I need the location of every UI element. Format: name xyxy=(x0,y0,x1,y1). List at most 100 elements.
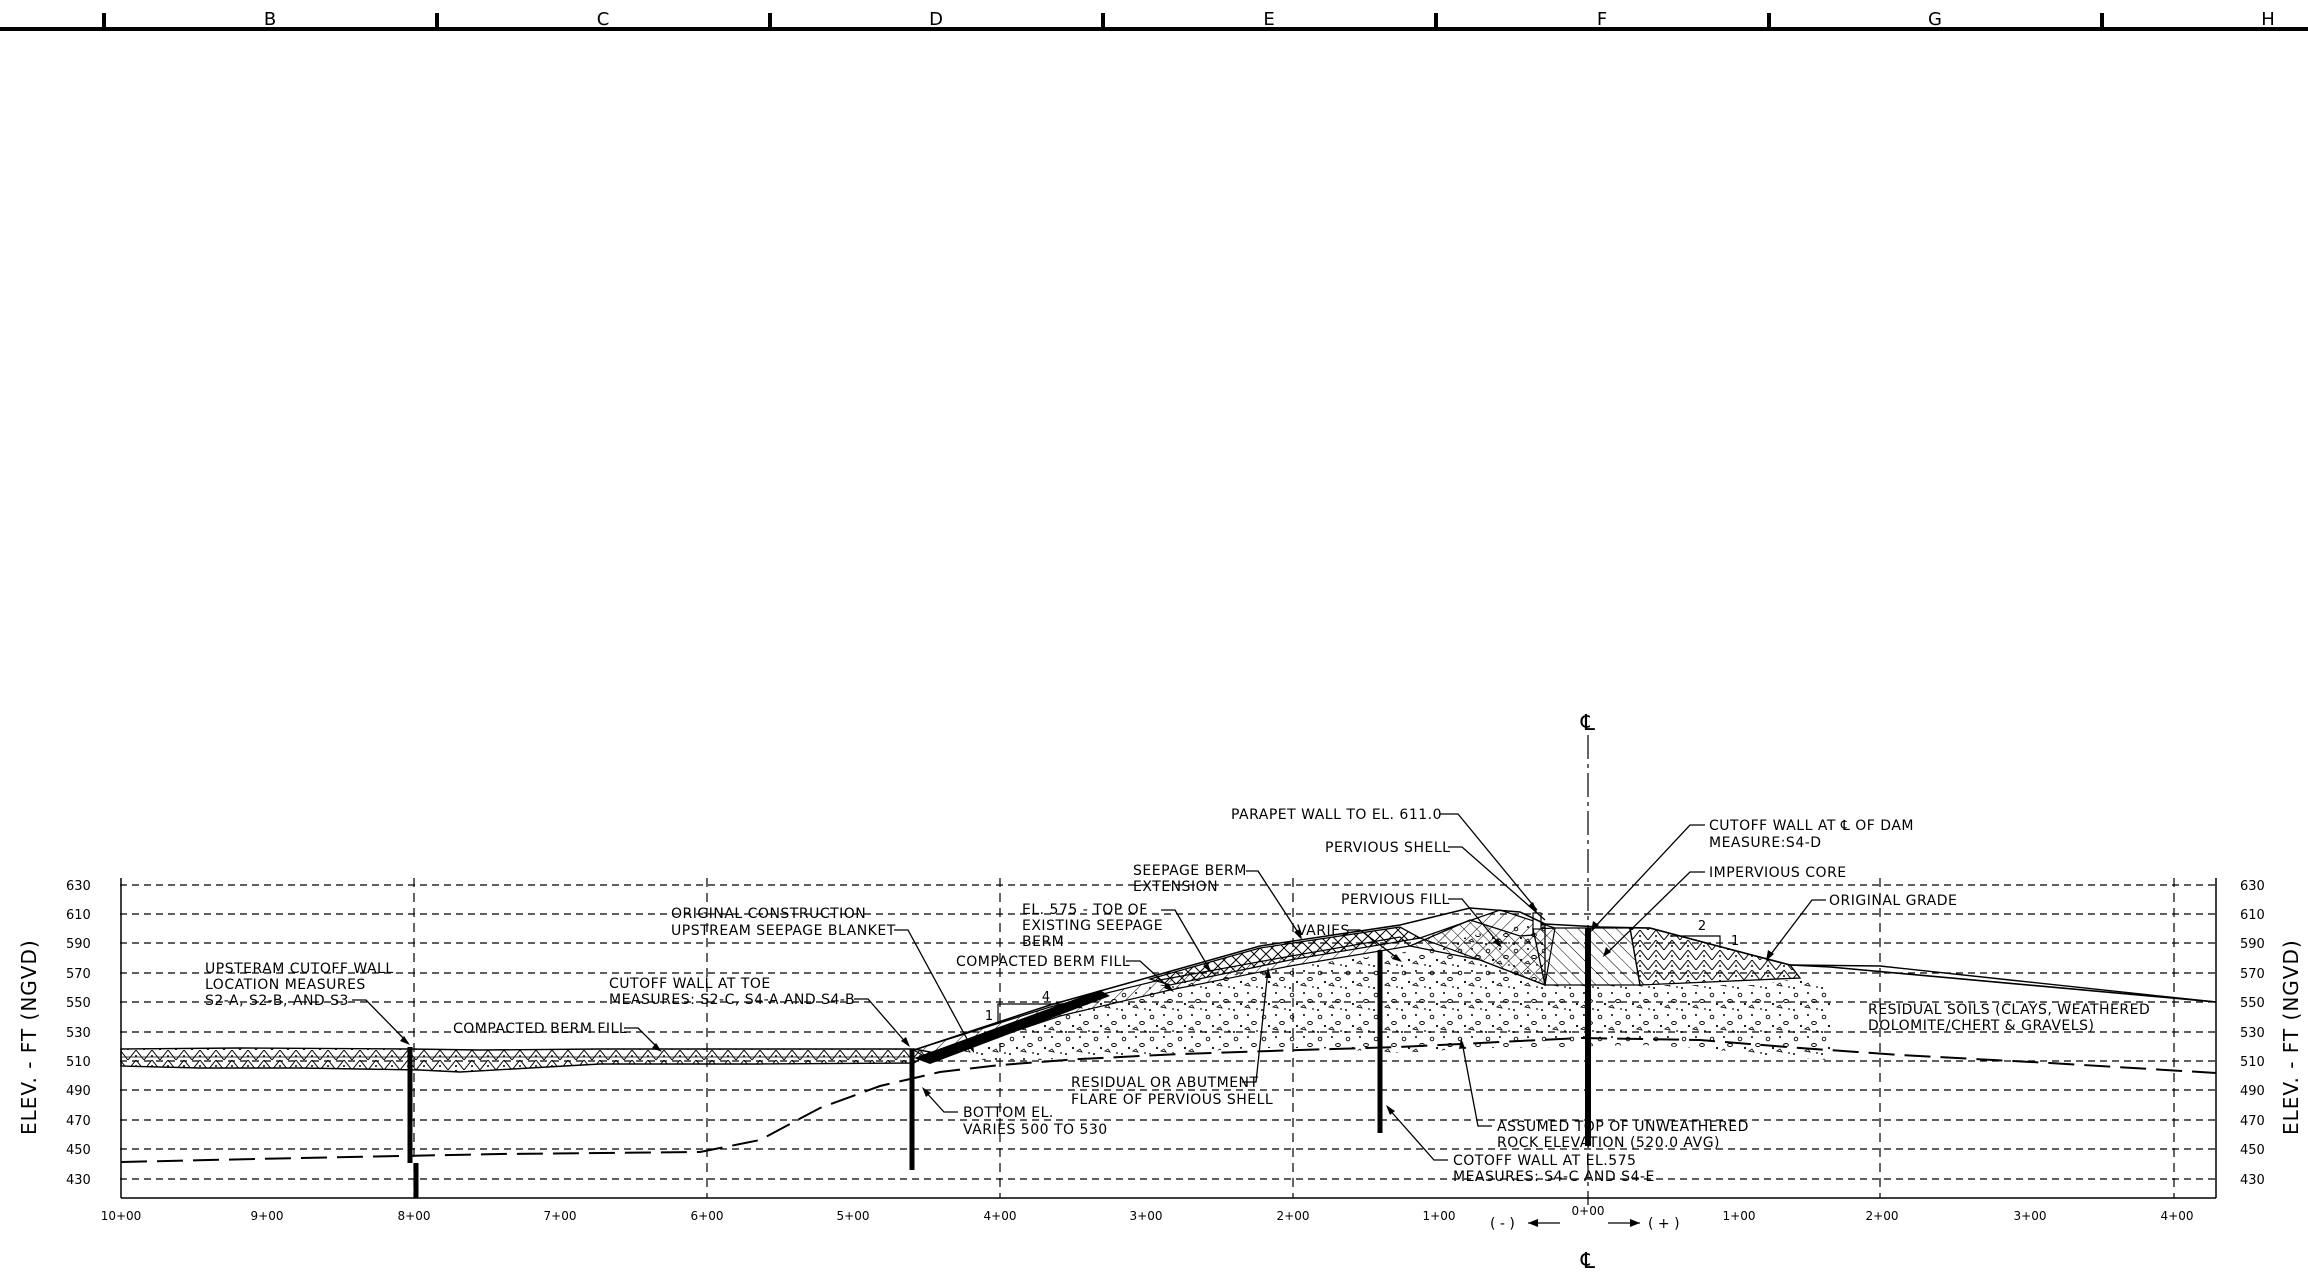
label-seepage-berm-extension-line2: EXTENSION xyxy=(1133,879,1218,895)
y-tick-label: 610 xyxy=(2240,908,2265,923)
label-original-grade: ORIGINAL GRADE xyxy=(1829,893,1957,909)
y-tick-label: 550 xyxy=(66,996,91,1011)
y-tick-label: 510 xyxy=(66,1055,91,1070)
label-original-construction-line1: ORIGINAL CONSTRUCTION xyxy=(671,906,866,922)
label-residual-flare-line2: FLARE OF PERVIOUS SHELL xyxy=(1071,1092,1273,1108)
y-tick-label: 470 xyxy=(66,1114,91,1129)
zone-letter-c: C xyxy=(597,9,610,30)
label-parapet-wall: PARAPET WALL TO EL. 611.0 xyxy=(1231,807,1442,823)
label-assumed-rock-line2: ROCK ELEVATION (520.0 AVG) xyxy=(1497,1135,1720,1151)
x-tick-label: 7+00 xyxy=(544,1209,577,1223)
y-tick-label: 450 xyxy=(66,1143,91,1158)
x-tick-label: 2+00 xyxy=(1866,1209,1899,1223)
label-el575-line3: BERM xyxy=(1022,934,1064,950)
zone-ticks xyxy=(102,13,2104,29)
top-of-rock-line xyxy=(120,1036,2217,1163)
label-compacted-berm-fill-lower: COMPACTED BERM FILL xyxy=(453,1021,627,1037)
label-assumed-rock-line1: ASSUMED TOP OF UNWEATHERED xyxy=(1497,1119,1749,1135)
pervious-shell-body xyxy=(940,924,1830,1060)
zone-letter-g: G xyxy=(1928,9,1942,30)
x-tick-label: 0+00 xyxy=(1572,1204,1605,1218)
y-tick-label: 510 xyxy=(2240,1055,2265,1070)
label-pervious-fill: PERVIOUS FILL xyxy=(1341,892,1450,908)
cutoff-walls xyxy=(407,928,1591,1198)
x-tick-label: 4+00 xyxy=(2161,1209,2194,1223)
y-tick-label: 430 xyxy=(2240,1173,2265,1188)
upstream-seepage-blanket xyxy=(120,1047,932,1073)
zone-letter-d: D xyxy=(929,9,943,30)
label-upstream-cutoff-wall-line2: LOCATION MEASURES xyxy=(205,977,366,993)
zone-letter-b: B xyxy=(264,9,276,30)
y-tick-label: 630 xyxy=(2240,879,2265,894)
label-el575-line1: EL. 575 - TOP OF xyxy=(1022,902,1148,918)
upstream-slope-indicator: 4 1 xyxy=(985,990,1088,1024)
label-residual-soils-line1: RESIDUAL SOILS (CLAYS, WEATHERED xyxy=(1868,1002,2150,1018)
downstream-slope-run: 2 xyxy=(1698,919,1706,934)
y-axis-title-right: ELEV. - FT (NGVD) xyxy=(2279,939,2303,1135)
label-impervious-core: IMPERVIOUS CORE xyxy=(1709,865,1847,881)
y-tick-labels-right: 630 610 590 570 550 530 510 490 470 450 … xyxy=(2240,879,2265,1188)
x-tick-label: 1+00 xyxy=(1423,1209,1456,1223)
label-pervious-shell: PERVIOUS SHELL xyxy=(1325,840,1450,856)
upstream-slope-run: 4 xyxy=(1042,990,1050,1005)
x-tick-label: 3+00 xyxy=(2014,1209,2047,1223)
y-tick-label: 530 xyxy=(2240,1026,2265,1041)
y-tick-label: 490 xyxy=(2240,1084,2265,1099)
y-tick-label: 550 xyxy=(2240,996,2265,1011)
zone-letter-f: F xyxy=(1597,9,1607,30)
zone-strip: B C D E F G H xyxy=(0,9,2308,31)
station-grid xyxy=(413,878,2175,1198)
y-tick-label: 590 xyxy=(2240,937,2265,952)
callouts: PARAPET WALL TO EL. 611.0 PERVIOUS SHELL… xyxy=(205,807,2150,1185)
y-tick-label: 530 xyxy=(66,1026,91,1041)
y-tick-label: 630 xyxy=(66,879,91,894)
label-upstream-cutoff-wall-line1: UPSTERAM CUTOFF WALL xyxy=(205,961,394,977)
direction-plus-label: ( + ) xyxy=(1648,1216,1680,1232)
direction-indicator: ( - ) ( + ) xyxy=(1490,1216,1680,1232)
label-cutoff-wall-575-line1: COTOFF WALL AT EL.575 xyxy=(1453,1153,1636,1169)
x-tick-label: 4+00 xyxy=(984,1209,1017,1223)
section-frame xyxy=(120,878,2217,1199)
y-axis-title-left: ELEV. - FT (NGVD) xyxy=(17,939,41,1135)
label-residual-flare-line1: RESIDUAL OR ABUTMENT xyxy=(1071,1075,1259,1091)
y-tick-label: 570 xyxy=(2240,967,2265,982)
label-upstream-cutoff-wall-line3: S2-A, S2-B, AND S3 xyxy=(205,993,349,1009)
x-tick-label: 3+00 xyxy=(1130,1209,1163,1223)
label-compacted-berm-fill-upper: COMPACTED BERM FILL xyxy=(956,954,1130,970)
y-tick-label: 590 xyxy=(66,937,91,952)
centerline-symbol-bottom: ℄ xyxy=(1580,1249,1596,1274)
label-original-construction-line2: UPSTREAM SEEPAGE BLANKET xyxy=(671,923,896,939)
label-bottom-el-line1: BOTTOM EL. xyxy=(963,1105,1054,1121)
y-tick-label: 470 xyxy=(2240,1114,2265,1129)
y-tick-label: 450 xyxy=(2240,1143,2265,1158)
x-tick-labels: 10+00 9+00 8+00 7+00 6+00 5+00 4+00 3+00… xyxy=(101,1204,2194,1223)
label-cutoff-wall-575-line2: MEASURES: S4-C AND S4-E xyxy=(1453,1169,1655,1185)
label-cutoff-wall-toe-line1: CUTOFF WALL AT TOE xyxy=(609,976,771,992)
zone-letter-e: E xyxy=(1263,9,1274,30)
downstream-slope-indicator: 2 1 xyxy=(1670,919,1739,949)
x-tick-label: 5+00 xyxy=(837,1209,870,1223)
label-seepage-berm-extension-line1: SEEPAGE BERM xyxy=(1133,863,1247,879)
x-tick-label: 9+00 xyxy=(251,1209,284,1223)
x-tick-label: 6+00 xyxy=(691,1209,724,1223)
label-cutoff-wall-cl-line2: MEASURE:S4-D xyxy=(1709,835,1822,851)
zone-letter-h: H xyxy=(2261,9,2275,30)
y-tick-label: 490 xyxy=(66,1084,91,1099)
y-tick-label: 430 xyxy=(66,1173,91,1188)
direction-minus-label: ( - ) xyxy=(1490,1216,1515,1232)
label-cutoff-wall-cl-line1: CUTOFF WALL AT ℄ OF DAM xyxy=(1709,818,1914,834)
embankment-outline xyxy=(913,907,2217,1051)
x-tick-label: 1+00 xyxy=(1723,1209,1756,1223)
label-varies: VARIES xyxy=(1297,923,1350,939)
x-tick-label: 8+00 xyxy=(398,1209,431,1223)
x-tick-label: 10+00 xyxy=(101,1209,142,1223)
y-tick-label: 570 xyxy=(66,967,91,982)
y-tick-label: 610 xyxy=(66,908,91,923)
upstream-slope-rise: 1 xyxy=(985,1009,993,1024)
x-tick-label: 2+00 xyxy=(1277,1209,1310,1223)
downstream-slope-rise: 1 xyxy=(1731,934,1739,949)
original-grade-line xyxy=(1789,964,2217,1003)
centerline-symbol-top: ℄ xyxy=(1580,711,1596,736)
label-el575-line2: EXISTING SEEPAGE xyxy=(1022,918,1163,934)
